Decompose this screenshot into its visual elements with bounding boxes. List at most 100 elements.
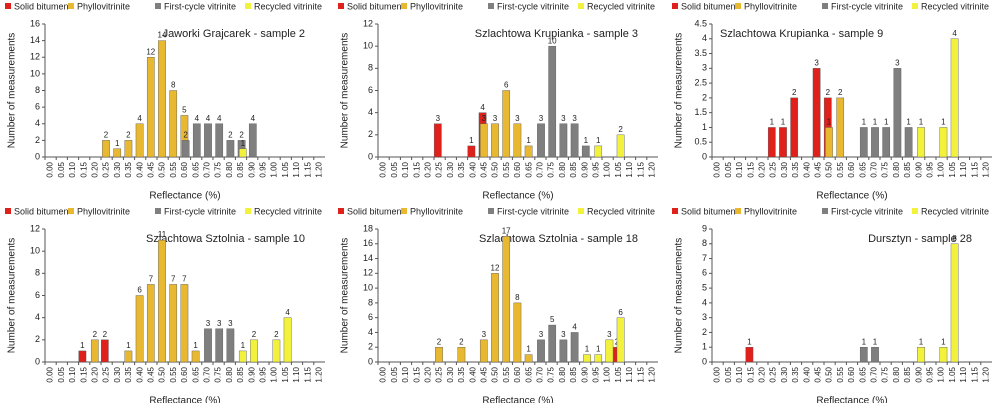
legend-swatch bbox=[488, 3, 494, 9]
x-tick-label: 0.80 bbox=[558, 366, 567, 382]
bar bbox=[594, 145, 603, 158]
x-tick-label: 0.70 bbox=[203, 366, 212, 382]
x-tick-label: 0.50 bbox=[825, 366, 834, 382]
bar bbox=[169, 284, 178, 363]
y-tick-label: 0 bbox=[702, 151, 707, 161]
bar bbox=[950, 38, 959, 158]
x-tick-label: 0.60 bbox=[513, 161, 522, 177]
x-tick-label: 0.05 bbox=[57, 161, 66, 177]
x-tick-label: 0.65 bbox=[524, 366, 533, 382]
value-label: 7 bbox=[171, 275, 176, 284]
value-label: 3 bbox=[895, 58, 900, 67]
value-label: 1 bbox=[526, 345, 531, 354]
bar bbox=[502, 236, 511, 363]
y-tick-label: 6 bbox=[368, 312, 373, 322]
bar bbox=[491, 273, 499, 363]
x-tick-label: 0.25 bbox=[102, 366, 111, 382]
value-label: 7 bbox=[182, 275, 187, 284]
value-label: 2 bbox=[618, 125, 623, 134]
x-tick-label: 0.85 bbox=[903, 366, 912, 382]
x-tick-label: 0.90 bbox=[580, 366, 589, 382]
value-label: 11 bbox=[158, 230, 167, 239]
value-label: 3 bbox=[561, 114, 566, 123]
bar bbox=[283, 317, 292, 363]
x-tick-label: 1.15 bbox=[303, 161, 312, 177]
value-label: 1 bbox=[873, 337, 878, 346]
value-label: 2 bbox=[93, 330, 98, 339]
value-label: 2 bbox=[239, 130, 244, 139]
y-tick-label: 10 bbox=[363, 41, 373, 51]
value-label: 2 bbox=[437, 337, 442, 346]
value-label: 2 bbox=[274, 330, 279, 339]
x-tick-label: 0.20 bbox=[91, 161, 100, 177]
value-label: 1 bbox=[862, 118, 867, 127]
bar bbox=[272, 339, 281, 363]
value-label: 1 bbox=[781, 118, 786, 127]
y-tick-label: 0 bbox=[368, 356, 373, 366]
y-tick-label: 12 bbox=[30, 223, 40, 233]
x-tick-label: 0.35 bbox=[791, 366, 800, 382]
legend-swatch bbox=[735, 208, 741, 214]
legend-label: Phyllovitrinite bbox=[410, 1, 463, 11]
x-tick-label: 0.90 bbox=[914, 161, 923, 177]
value-label: 10 bbox=[548, 36, 557, 45]
bar bbox=[457, 347, 466, 363]
y-tick-label: 3 bbox=[702, 312, 707, 322]
x-tick-label: 0.35 bbox=[124, 161, 133, 177]
x-tick-label: 0.45 bbox=[480, 161, 489, 177]
x-axis-label: Reflectance (%) bbox=[482, 396, 553, 403]
legend-swatch bbox=[912, 3, 918, 9]
x-tick-label: 0.45 bbox=[814, 161, 823, 177]
value-label: 1 bbox=[241, 341, 246, 350]
y-tick-label: 3.5 bbox=[694, 48, 707, 58]
x-tick-label: 0.70 bbox=[870, 366, 879, 382]
x-tick-label: 0.00 bbox=[379, 366, 388, 382]
value-label: 4 bbox=[206, 114, 211, 123]
bar bbox=[479, 339, 488, 363]
bar bbox=[616, 317, 625, 363]
x-tick-label: 0.55 bbox=[169, 366, 178, 382]
x-tick-label: 0.75 bbox=[881, 366, 890, 382]
value-label: 8 bbox=[515, 293, 520, 302]
x-tick-label: 0.45 bbox=[480, 366, 489, 382]
x-tick-label: 0.40 bbox=[468, 366, 477, 382]
x-tick-label: 1.10 bbox=[625, 161, 634, 177]
bar bbox=[113, 148, 122, 158]
y-tick-label: 2 bbox=[35, 334, 40, 344]
y-axis-label: Number of measurements bbox=[7, 238, 18, 354]
x-tick-label: 1.15 bbox=[636, 366, 645, 382]
x-tick-label: 1.05 bbox=[281, 366, 290, 382]
y-axis-label: Number of measurements bbox=[340, 33, 351, 149]
y-tick-label: 16 bbox=[363, 238, 373, 248]
bar bbox=[559, 123, 568, 158]
y-tick-label: 16 bbox=[30, 18, 40, 28]
y-tick-label: 10 bbox=[363, 282, 373, 292]
value-label: 12 bbox=[146, 47, 155, 56]
x-tick-label: 0.05 bbox=[724, 366, 733, 382]
value-label: 1 bbox=[941, 118, 946, 127]
bar bbox=[537, 123, 545, 158]
bar bbox=[904, 127, 913, 158]
x-tick-label: 1.10 bbox=[292, 366, 301, 382]
y-tick-label: 2 bbox=[35, 135, 40, 145]
legend-swatch bbox=[822, 208, 828, 214]
legend-label: Phyllovitrinite bbox=[410, 206, 463, 216]
bar bbox=[917, 127, 925, 158]
value-label: 4 bbox=[195, 114, 200, 123]
x-tick-label: 1.20 bbox=[648, 366, 657, 382]
value-label: 1 bbox=[584, 136, 589, 145]
x-tick-label: 0.25 bbox=[435, 161, 444, 177]
x-tick-label: 0.05 bbox=[390, 366, 399, 382]
value-label: 17 bbox=[502, 226, 511, 235]
x-tick-label: 0.10 bbox=[68, 161, 77, 177]
x-tick-label: 0.15 bbox=[79, 161, 88, 177]
legend-swatch bbox=[578, 208, 584, 214]
bar bbox=[491, 123, 499, 158]
chart-title: Szlachtowa Krupianka - sample 9 bbox=[720, 28, 883, 40]
x-tick-label: 0.05 bbox=[57, 366, 66, 382]
legend-swatch bbox=[912, 208, 918, 214]
value-label: 3 bbox=[539, 114, 544, 123]
x-tick-label: 0.00 bbox=[46, 161, 55, 177]
x-tick-label: 0.90 bbox=[580, 161, 589, 177]
x-tick-label: 0.10 bbox=[401, 366, 410, 382]
